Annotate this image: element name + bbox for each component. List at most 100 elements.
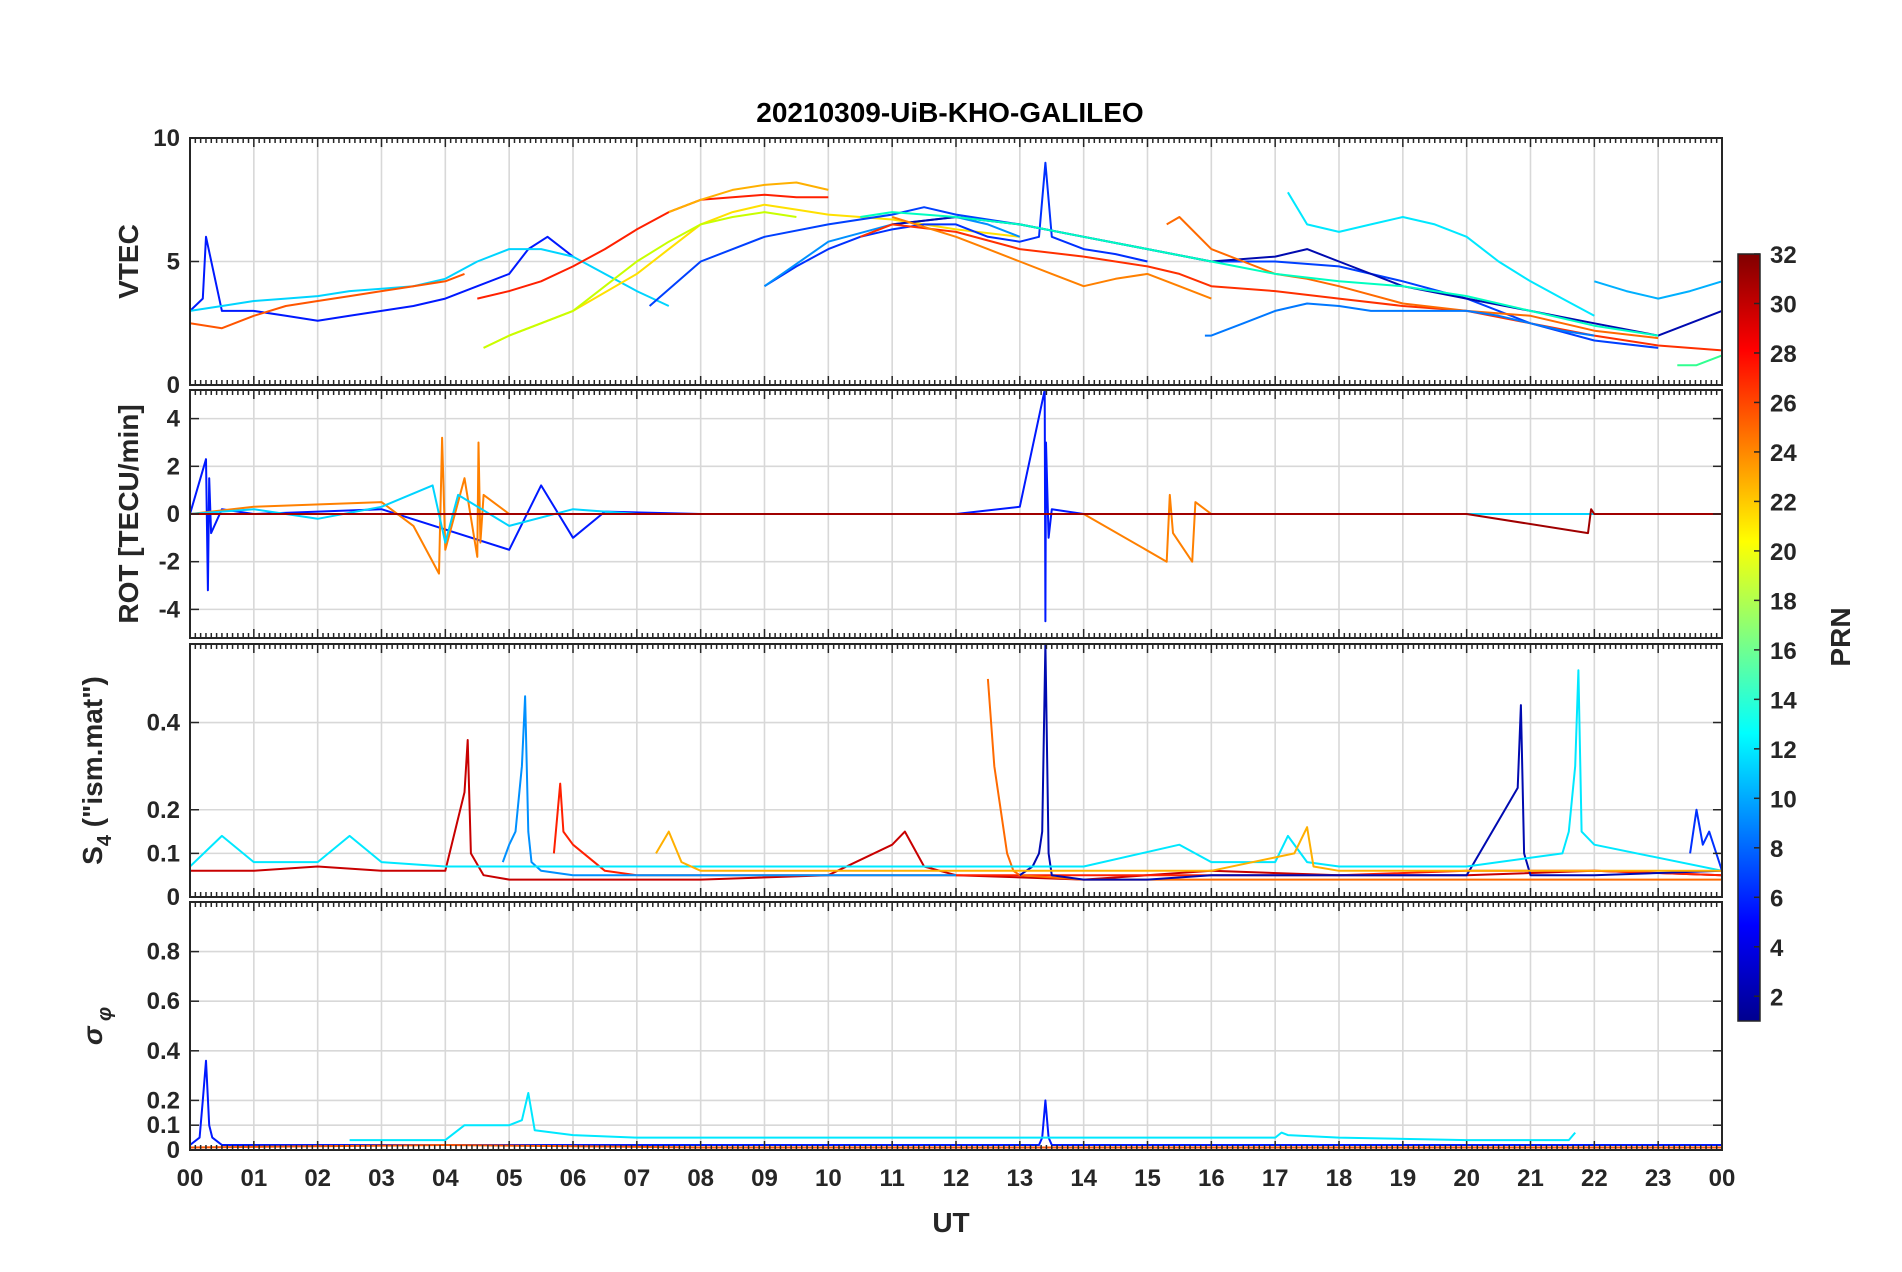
series-line-prn-15 <box>860 211 1659 337</box>
series-line-prn-16 <box>1677 354 1722 367</box>
y-tick-label: 0 <box>167 1137 180 1164</box>
x-tick-label: 19 <box>1389 1165 1416 1192</box>
x-axis-label: UT <box>932 1207 969 1238</box>
x-tick-label: 06 <box>560 1165 587 1192</box>
x-tick-label: 15 <box>1134 1165 1161 1192</box>
colorbar-tick-label: 2 <box>1770 984 1783 1011</box>
x-tick-label: 17 <box>1262 1165 1289 1192</box>
series-line-prn-4 <box>763 161 1148 288</box>
y-ticks: 00.10.2 0.4 0.6 0.8 <box>147 939 1722 1164</box>
grid-lines <box>190 644 1722 897</box>
y-ticks: 0 0.1 0.2 0.4 <box>147 710 1722 911</box>
x-tick-label: 07 <box>623 1165 650 1192</box>
colorbar-tick-label: 22 <box>1770 489 1797 516</box>
series-line-prn-25 <box>986 678 1722 881</box>
panel-frame <box>189 643 1723 898</box>
series-line-prn-22 <box>668 181 829 214</box>
x-tick-label: 20 <box>1453 1165 1480 1192</box>
x-tick-label: 11 <box>879 1165 904 1192</box>
panel-s4: 0 0.1 0.2 0.4 S4 ("ism.mat") <box>77 643 1723 911</box>
colorbar-tick-label: 4 <box>1770 935 1784 962</box>
grid-lines <box>190 138 1722 385</box>
y-tick-label: 5 <box>167 249 180 276</box>
y-tick-label: 0.2 <box>147 1087 180 1114</box>
colorbar-tick-label: 16 <box>1770 638 1797 665</box>
x-tick-label: 16 <box>1198 1165 1225 1192</box>
y-tick-label: 0 <box>167 884 180 911</box>
series-line-prn-27 <box>859 223 1722 352</box>
x-tick-label: 14 <box>1070 1165 1097 1192</box>
y-tick-label: 10 <box>153 125 180 152</box>
panel-frame <box>189 901 1723 1151</box>
x-tick-label: 09 <box>751 1165 778 1192</box>
x-tick-label: 12 <box>943 1165 970 1192</box>
colorbar-tick-label: 20 <box>1770 539 1797 566</box>
series-line-prn-10 <box>501 695 956 877</box>
series-line-prn-30 <box>190 739 1722 881</box>
x-tick-label: 21 <box>1517 1165 1544 1192</box>
x-tick-label: 03 <box>368 1165 395 1192</box>
y-tick-label: 0.4 <box>147 710 181 737</box>
y-axis-label-vtec: VTEC <box>113 224 144 299</box>
panel-sigma_phi: 00.10.2 0.4 0.6 0.8 σ φ <box>77 901 1723 1164</box>
y-tick-label: 0.6 <box>147 988 180 1015</box>
y-axis-label-sigma_phi: σ φ <box>77 1007 116 1045</box>
y-tick-label: -2 <box>159 549 180 576</box>
colorbar-tick-label: 6 <box>1770 885 1783 912</box>
series-line-prn-13 <box>349 1092 1576 1142</box>
y-tick-label: 4 <box>167 406 181 433</box>
y-tick-label: 0.2 <box>147 797 180 824</box>
colorbar-tick-label: 24 <box>1770 440 1797 467</box>
series-line-prn-26 <box>190 272 465 330</box>
series-line-prn-2 <box>1019 644 1722 881</box>
series-line-prn-31 <box>190 508 1722 535</box>
panel-frame <box>189 389 1723 639</box>
y-ticks: 0 5 10 <box>153 125 1722 399</box>
series-line-prn-9 <box>1204 302 1595 337</box>
series-line-prn-13 <box>190 669 1722 872</box>
grid-lines <box>190 902 1722 1150</box>
series-line-prn-18 <box>483 211 797 349</box>
colorbar-tick-label: 32 <box>1770 242 1797 269</box>
panel-vtec: 0 5 10 VTEC <box>113 125 1723 399</box>
y-tick-label: 0.8 <box>147 939 180 966</box>
colorbar-tick-label: 30 <box>1770 291 1797 318</box>
panel-rot: -4 -2 0 2 4 ROT [TECU/min] <box>113 389 1723 639</box>
colorbar-tick-label: 8 <box>1770 836 1783 863</box>
colorbar-tick-label: 28 <box>1770 341 1797 368</box>
series-line-prn-11 <box>1594 280 1722 300</box>
y-ticks: -4 -2 0 2 4 <box>159 406 1722 623</box>
x-tick-label: 22 <box>1581 1165 1608 1192</box>
y-axis-label-rot: ROT [TECU/min] <box>113 404 144 623</box>
colorbar-tick-label: 18 <box>1770 588 1797 615</box>
x-tick-label: 01 <box>240 1165 267 1192</box>
series-group <box>190 390 1722 623</box>
colorbar-gradient <box>1737 253 1761 1022</box>
x-tick-label: 13 <box>1006 1165 1033 1192</box>
y-tick-label: -4 <box>159 596 181 623</box>
colorbar-tick-label: 14 <box>1770 687 1797 714</box>
y-tick-label: 0.1 <box>147 840 180 867</box>
chart-title: 20210309-UiB-KHO-GALILEO <box>756 97 1143 128</box>
colorbar-tick-label: 26 <box>1770 390 1797 417</box>
series-group <box>190 644 1722 881</box>
series-line-prn-24 <box>891 216 1212 300</box>
panel-frame <box>189 137 1723 386</box>
x-tick-label: 10 <box>815 1165 842 1192</box>
colorbar-tick-label: 10 <box>1770 786 1797 813</box>
series-group <box>190 161 1722 367</box>
y-tick-label: 0.4 <box>147 1038 181 1065</box>
x-tick-label: 02 <box>304 1165 331 1192</box>
x-tick-label: 04 <box>432 1165 459 1192</box>
series-line-prn-13 <box>1287 191 1595 317</box>
y-axis-label-s4: S4 ("ism.mat") <box>77 676 116 865</box>
y-tick-label: 0 <box>167 501 180 528</box>
x-tick-label: 05 <box>496 1165 523 1192</box>
x-tick-label: 23 <box>1645 1165 1672 1192</box>
colorbar-tick-label: 12 <box>1770 737 1797 764</box>
series-line-prn-25 <box>1166 216 1659 340</box>
